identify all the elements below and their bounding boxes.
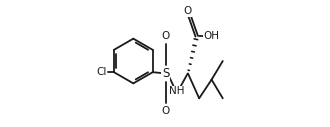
Text: O: O (161, 31, 170, 41)
Text: O: O (161, 106, 170, 116)
Text: NH: NH (169, 86, 184, 96)
Text: OH: OH (203, 31, 219, 41)
Text: S: S (162, 67, 169, 80)
Text: O: O (184, 6, 192, 16)
Text: Cl: Cl (96, 67, 106, 77)
